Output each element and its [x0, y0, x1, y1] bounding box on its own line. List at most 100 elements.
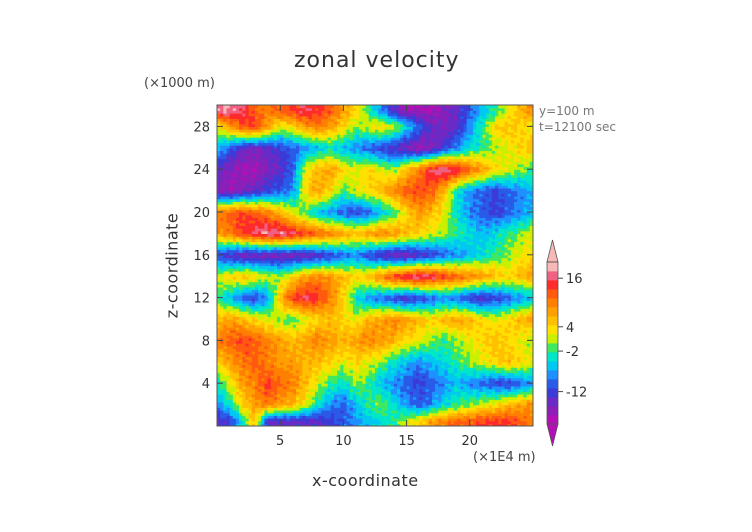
field-cell — [460, 383, 465, 387]
field-cell — [277, 316, 281, 320]
field-cell — [270, 308, 275, 312]
field-cell — [397, 420, 401, 424]
field-cell — [314, 313, 319, 317]
field-cell — [226, 417, 231, 422]
field-cell — [419, 356, 423, 360]
field-cell — [273, 335, 278, 339]
field-cell — [431, 316, 436, 320]
field-cell — [330, 407, 335, 411]
field-cell — [441, 385, 446, 390]
field-cell — [327, 340, 332, 344]
field-cell — [289, 313, 294, 317]
field-cell — [393, 361, 398, 366]
field-cell — [435, 353, 439, 358]
field-cell — [444, 415, 449, 419]
field-cell — [343, 367, 348, 371]
field-cell — [337, 399, 341, 403]
field-cell — [523, 409, 528, 414]
field-cell — [235, 409, 240, 414]
field-cell — [273, 351, 278, 355]
field-cell — [422, 364, 427, 368]
field-cell — [371, 337, 376, 341]
field-cell — [419, 372, 423, 376]
field-cell — [431, 412, 436, 416]
field-cell — [387, 380, 392, 384]
field-cell — [526, 351, 531, 355]
field-cell — [520, 316, 525, 320]
field-cell — [308, 423, 313, 426]
field-cell — [438, 375, 442, 379]
field-cell — [428, 319, 433, 323]
field-cell — [419, 329, 423, 333]
field-cell — [526, 310, 531, 315]
field-cell — [311, 313, 316, 317]
field-cell — [251, 313, 256, 317]
field-cell — [482, 316, 487, 320]
field-cell — [286, 409, 291, 414]
field-cell — [425, 348, 430, 352]
field-cell — [460, 391, 465, 395]
field-cell — [419, 310, 423, 315]
field-cell — [444, 364, 449, 368]
field-cell — [327, 417, 332, 422]
field-cell — [220, 345, 224, 350]
field-cell — [479, 423, 484, 426]
field-cell — [362, 313, 367, 317]
field-cell — [450, 385, 455, 390]
field-cell — [318, 393, 322, 398]
field-cell — [359, 401, 363, 406]
field-cell — [242, 313, 247, 317]
field-cell — [495, 356, 499, 360]
field-cell — [457, 393, 461, 398]
field-cell — [463, 343, 468, 347]
field-cell — [324, 345, 329, 350]
field-cell — [447, 313, 452, 317]
field-cell — [251, 409, 256, 414]
field-cell — [400, 412, 405, 416]
field-cell — [327, 367, 332, 371]
field-cell — [362, 364, 367, 368]
field-cell — [469, 375, 474, 379]
field-cell — [286, 345, 291, 350]
field-cell — [381, 399, 386, 403]
field-cell — [258, 385, 262, 390]
field-cell — [232, 388, 237, 392]
field-cell — [482, 375, 487, 379]
field-cell — [286, 423, 291, 426]
field-cell — [466, 313, 471, 317]
field-cell — [305, 321, 310, 325]
field-cell — [378, 321, 382, 325]
field-cell — [460, 412, 465, 416]
field-cell — [220, 340, 224, 344]
field-cell — [526, 361, 531, 366]
field-cell — [406, 359, 411, 363]
field-cell — [447, 380, 452, 384]
field-cell — [400, 396, 405, 400]
field-cell — [232, 401, 237, 406]
field-cell — [368, 321, 373, 325]
field-cell — [435, 415, 439, 419]
field-cell — [450, 337, 455, 341]
field-cell — [264, 407, 269, 411]
field-cell — [520, 417, 525, 422]
field-cell — [337, 319, 341, 323]
field-cell — [229, 407, 234, 411]
field-cell — [491, 361, 496, 366]
field-cell — [235, 359, 240, 363]
field-cell — [523, 380, 528, 384]
field-cell — [299, 310, 303, 315]
field-cell — [466, 404, 471, 408]
field-cell — [441, 343, 446, 347]
field-cell — [337, 321, 341, 325]
field-cell — [314, 369, 319, 374]
field-cell — [318, 313, 322, 317]
field-cell — [299, 345, 303, 350]
field-cell — [299, 377, 303, 382]
field-cell — [428, 396, 433, 400]
field-cell — [321, 353, 326, 358]
field-cell — [425, 393, 430, 398]
field-cell — [235, 417, 240, 422]
field-cell — [504, 388, 509, 392]
field-cell — [286, 417, 291, 422]
field-cell — [435, 404, 439, 408]
